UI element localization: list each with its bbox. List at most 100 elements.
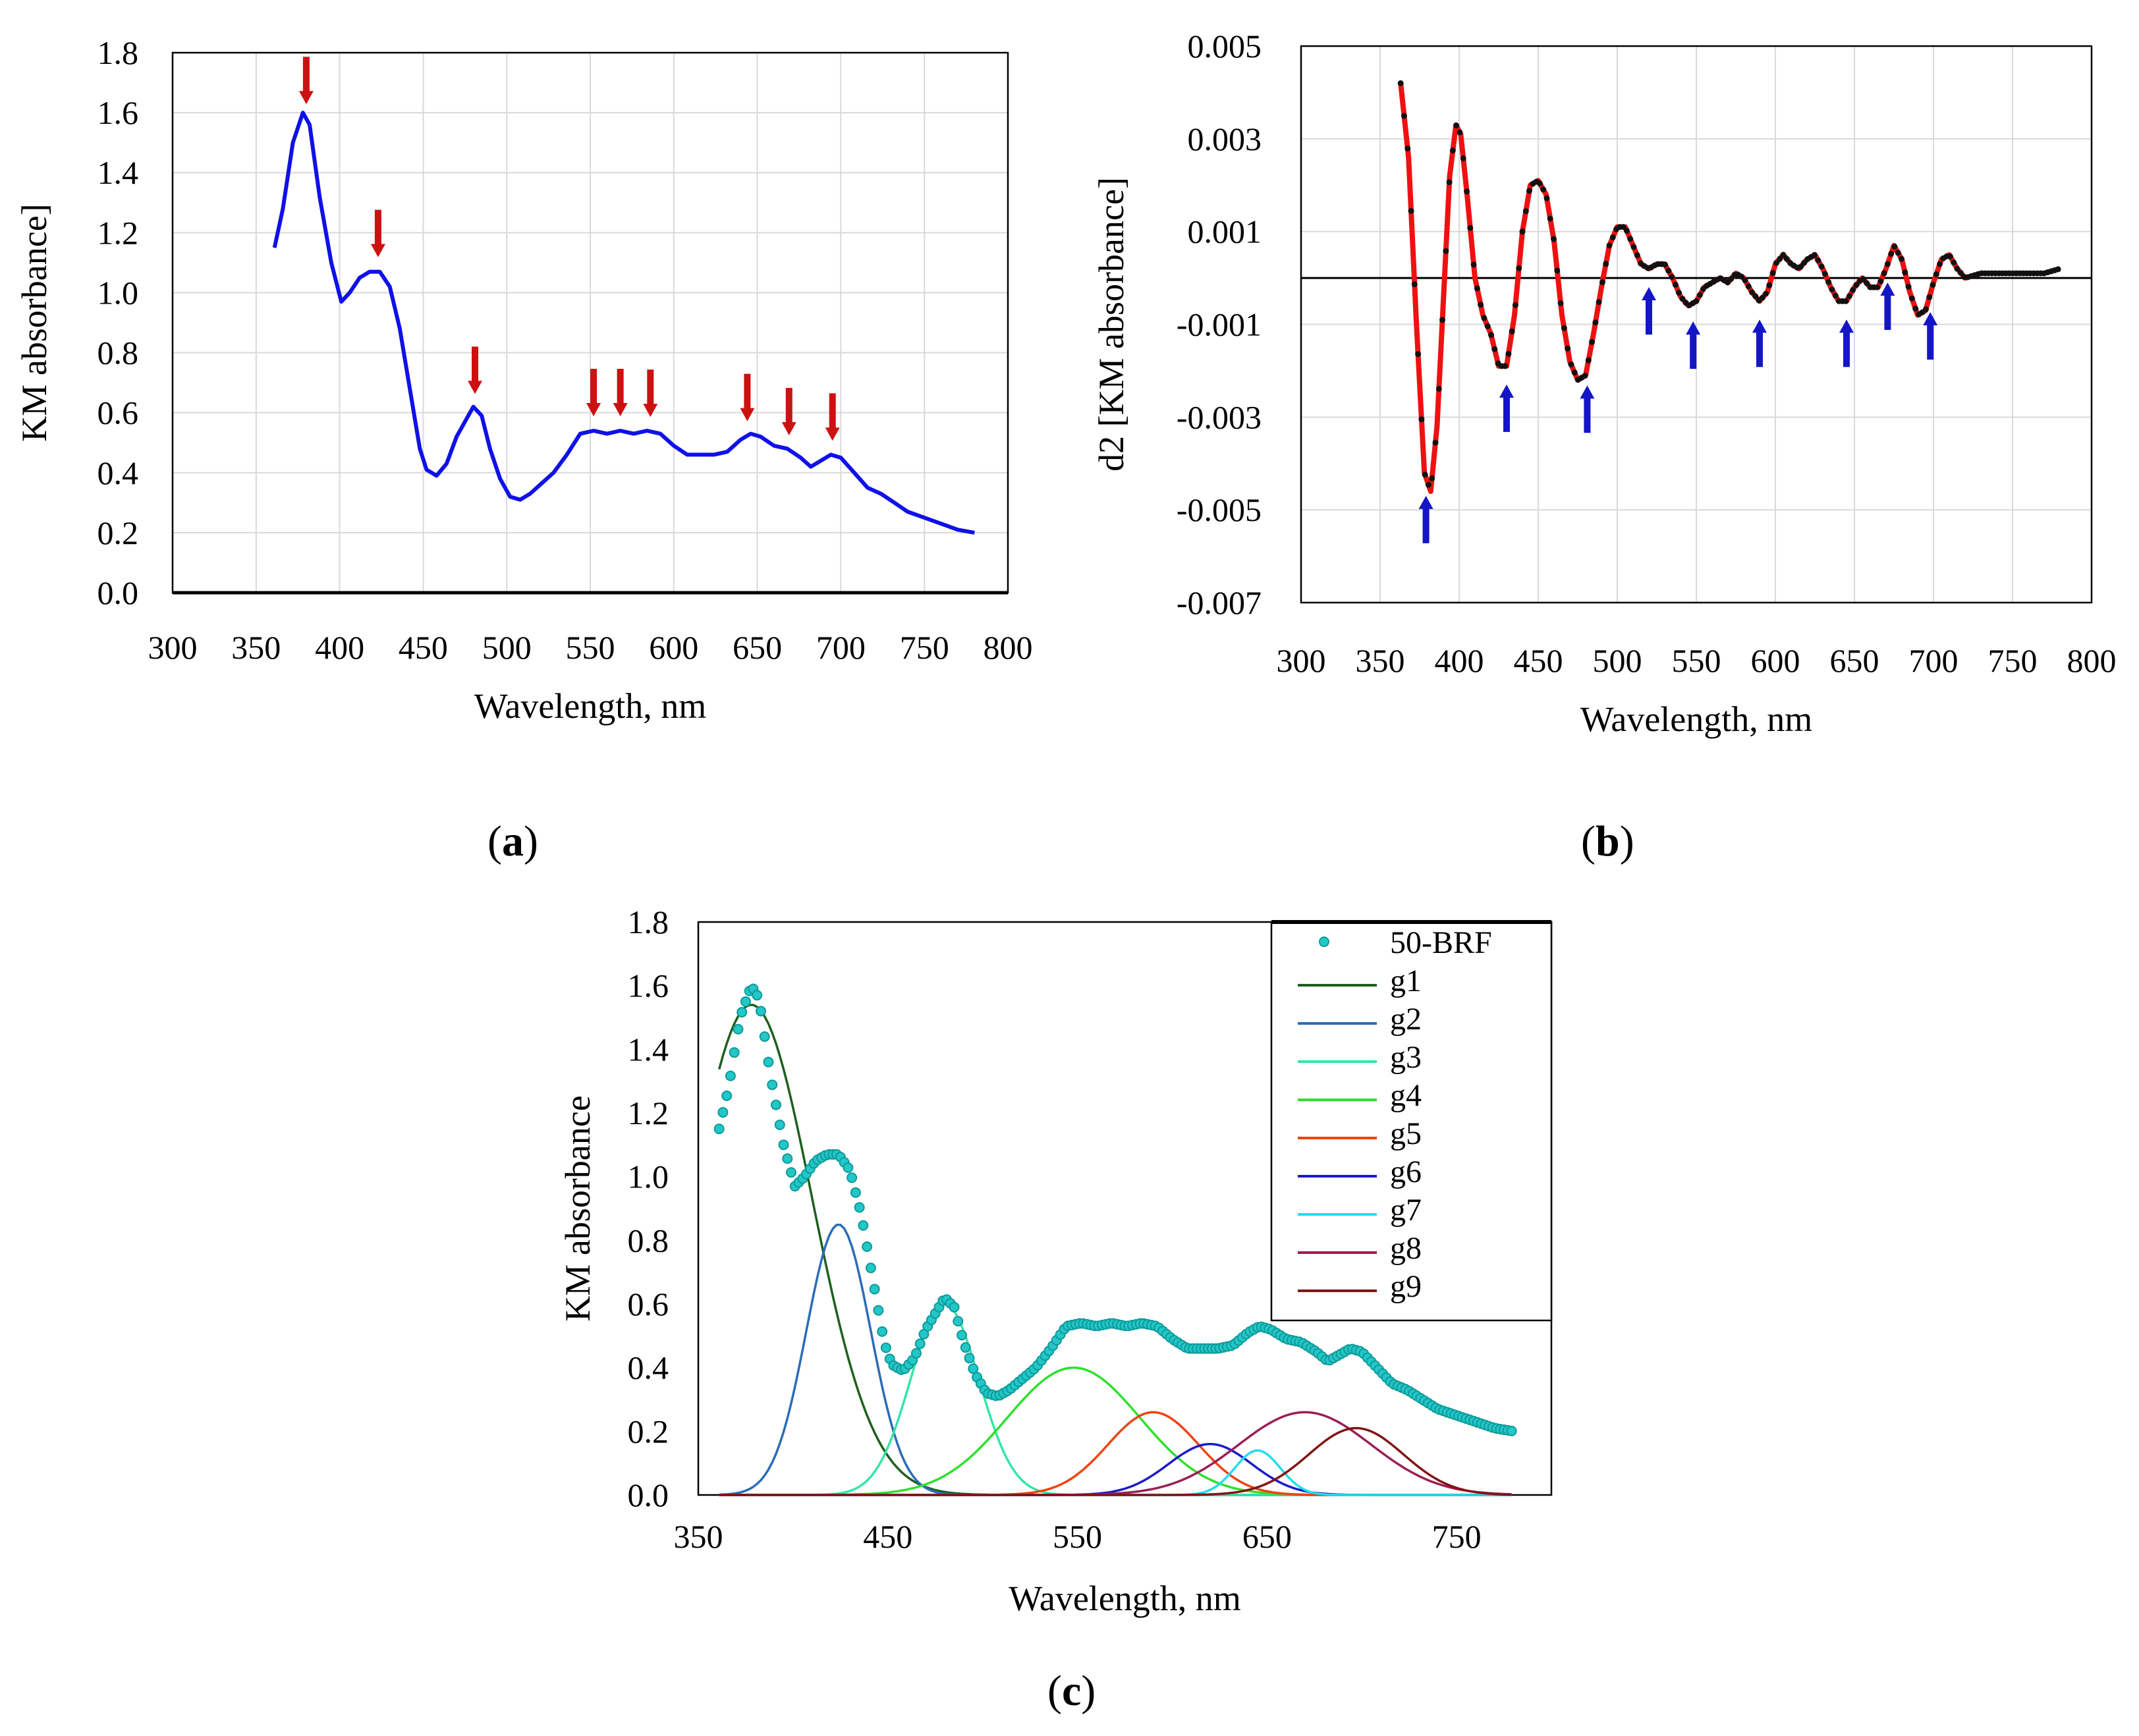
x-tick-label: 750 (1988, 642, 2038, 679)
x-tick-label: 500 (482, 629, 532, 666)
legend-label: g9 (1390, 1269, 1422, 1304)
peak-arrow (1642, 287, 1656, 335)
data-point (1481, 315, 1487, 321)
x-tick-label: 450 (399, 629, 448, 666)
data-point (1557, 300, 1564, 306)
series-line-km-absorbance (272, 111, 975, 535)
peak-arrow (613, 369, 628, 416)
peak-arrow (1923, 312, 1938, 360)
data-point (1467, 225, 1474, 231)
x-tick-label: 700 (816, 629, 866, 666)
data-point (1627, 236, 1634, 242)
data-point (1474, 285, 1480, 292)
data-point (1582, 373, 1588, 379)
x-tick-label: 400 (1435, 642, 1484, 679)
data-point-50-brf (865, 1262, 876, 1274)
legend-label: g5 (1390, 1116, 1422, 1151)
legend-label: g6 (1390, 1154, 1422, 1189)
data-point-50-brf (752, 990, 763, 1001)
data-point-50-brf (774, 1119, 785, 1130)
data-point (1926, 294, 1933, 300)
peak-arrow (370, 209, 385, 258)
data-point (1769, 269, 1776, 276)
y-tick-label: 0.0 (97, 574, 139, 611)
plot-frame-b (1300, 45, 2093, 604)
data-point (1401, 113, 1407, 119)
data-point (1596, 299, 1602, 306)
x-tick-label: 550 (1053, 1518, 1102, 1555)
legend-label: 50-BRF (1390, 925, 1492, 960)
data-point-50-brf (721, 1090, 733, 1101)
data-point-50-brf (880, 1342, 891, 1353)
x-tick-label: 750 (900, 629, 949, 666)
data-point (1864, 280, 1870, 286)
data-point (1912, 306, 1919, 312)
peak-arrow (1580, 385, 1595, 433)
peak-arrow (1499, 384, 1514, 432)
data-point-50-brf (964, 1353, 975, 1364)
x-axis-label: Wavelength, nm (1580, 699, 1813, 739)
data-point-50-brf (914, 1338, 926, 1349)
data-point (1487, 332, 1494, 339)
data-point (1696, 292, 1703, 298)
y-tick-label: 0.6 (628, 1286, 669, 1322)
data-point (1850, 286, 1856, 293)
data-point (1888, 250, 1895, 257)
data-point (1797, 263, 1804, 270)
data-point (1728, 275, 1735, 282)
data-point (1404, 145, 1411, 151)
data-point (1812, 252, 1818, 258)
data-point-50-brf (968, 1363, 979, 1374)
data-point (1446, 179, 1453, 186)
gaussian-g9 (719, 1426, 1512, 1496)
data-point (1752, 293, 1759, 300)
y-tick-label: 0.0 (628, 1477, 669, 1513)
y-tick-label: 0.8 (628, 1222, 669, 1259)
x-tick-label: 650 (1830, 642, 1879, 679)
x-tick-label: 350 (231, 629, 281, 666)
y-tick-label: 0.6 (97, 394, 139, 431)
data-point (1460, 155, 1466, 161)
data-point (1505, 350, 1512, 357)
data-point (1832, 292, 1839, 299)
data-point (1672, 281, 1679, 288)
data-point (1519, 229, 1526, 235)
legend-label: g2 (1390, 1002, 1422, 1037)
legend-entry-50-BRF: 50-BRF (1319, 925, 1492, 960)
x-tick-label: 450 (863, 1518, 912, 1555)
data-point-50-brf (778, 1139, 789, 1151)
data-point (1922, 306, 1929, 313)
peak-arrow (825, 393, 840, 441)
data-point (1676, 290, 1682, 296)
legend-entry-g5: g5 (1298, 1116, 1422, 1151)
chart-b: 300 350 400 450 500 550 600 650 700 750 800 0.005 0.… (1092, 28, 2117, 739)
data-point (1860, 276, 1866, 283)
data-point (1933, 271, 1939, 277)
peak-arrow (1880, 282, 1895, 330)
data-point (1547, 215, 1553, 222)
legend-label: g1 (1390, 963, 1422, 998)
legend-label: g8 (1390, 1231, 1422, 1266)
data-point (1585, 357, 1592, 364)
data-point (1411, 281, 1418, 288)
y-tick-label: 1.6 (628, 967, 669, 1004)
data-point (1551, 236, 1557, 242)
panel-label-a: (a) (487, 817, 538, 865)
data-point (1509, 328, 1515, 335)
series-line-d2-fit (1398, 82, 2061, 494)
x-tick-label: 600 (649, 629, 698, 666)
data-point (1891, 243, 1898, 250)
legend-entry-g4: g4 (1298, 1078, 1422, 1113)
data-point (1874, 284, 1881, 290)
data-point (1801, 259, 1808, 266)
data-point (1957, 269, 1964, 276)
x-tick-label: 550 (1672, 642, 1721, 679)
peak-arrow (643, 369, 658, 418)
data-point (1589, 339, 1596, 345)
data-point (1843, 298, 1849, 304)
peak-arrow (781, 388, 796, 436)
y-axis-label: d2 [KM absorbance] (1092, 177, 1131, 472)
y-tick-label: 1.6 (97, 94, 139, 131)
data-point-50-brf (869, 1284, 880, 1295)
